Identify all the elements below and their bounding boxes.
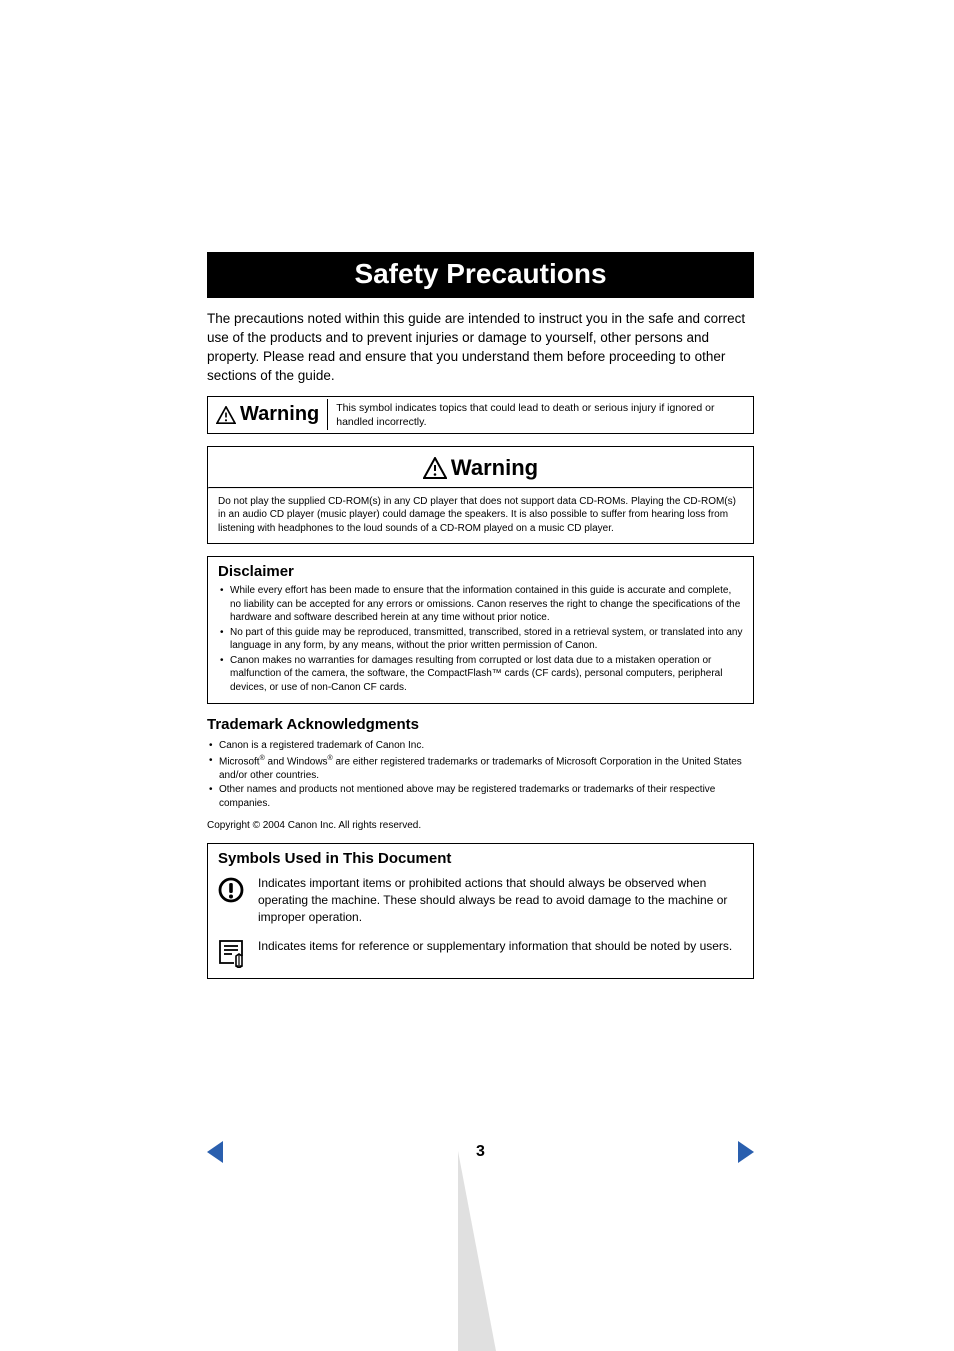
page-title: Safety Precautions [354,258,606,289]
list-item: Other names and products not mentioned a… [207,783,754,810]
warning-box-title: Warning [451,455,538,481]
caution-icon [218,875,244,903]
page-number: 3 [476,1143,485,1161]
list-item: Microsoft® and Windows® are either regis… [207,754,754,782]
intro-paragraph: The precautions noted within this guide … [207,310,754,386]
disclaimer-box: Disclaimer While every effort has been m… [207,556,754,704]
disclaimer-list: While every effort has been made to ensu… [218,584,743,694]
list-item: Canon makes no warranties for damages re… [218,654,743,695]
warning-definition-text: This symbol indicates topics that could … [328,397,753,433]
note-icon [218,938,244,968]
warning-definition-table: Warning This symbol indicates topics tha… [207,396,754,434]
warning-triangle-icon [216,406,236,424]
warning-triangle-icon [423,457,447,479]
warning-definition-row: Warning This symbol indicates topics tha… [208,397,753,433]
list-item: Canon is a registered trademark of Canon… [207,739,754,753]
page-shadow [458,1151,496,1351]
symbol-text: Indicates important items or prohibited … [258,875,743,925]
symbols-title: Symbols Used in This Document [218,850,743,867]
page-title-bar: Safety Precautions [207,252,754,298]
trademark-title: Trademark Acknowledgments [207,716,754,733]
page-content: Safety Precautions The precautions noted… [0,0,954,979]
page-navigation: 3 [207,1141,754,1163]
symbol-row: Indicates important items or prohibited … [218,875,743,925]
next-page-button[interactable] [738,1141,754,1163]
disclaimer-title: Disclaimer [218,563,743,580]
symbol-row: Indicates items for reference or supplem… [218,938,743,968]
warning-box: Warning Do not play the supplied CD-ROM(… [207,446,754,545]
warning-label-text: Warning [240,403,319,426]
warning-label-cell: Warning [208,399,328,430]
warning-box-body: Do not play the supplied CD-ROM(s) in an… [208,489,753,544]
prev-page-button[interactable] [207,1141,223,1163]
symbols-box: Symbols Used in This Document Indicates … [207,843,754,978]
warning-box-header: Warning [208,447,753,487]
list-item: No part of this guide may be reproduced,… [218,626,743,653]
symbol-text: Indicates items for reference or supplem… [258,938,732,955]
list-item: While every effort has been made to ensu… [218,584,743,625]
trademark-list: Canon is a registered trademark of Canon… [207,739,754,810]
copyright-text: Copyright © 2004 Canon Inc. All rights r… [207,820,754,831]
trademark-section: Trademark Acknowledgments Canon is a reg… [207,716,754,810]
